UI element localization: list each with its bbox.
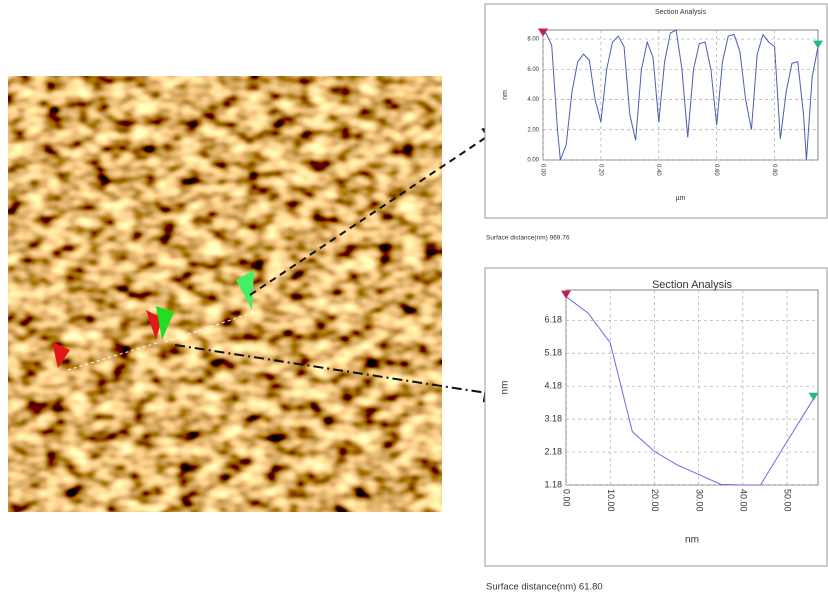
afm-image [8, 76, 442, 512]
annotation: Surface distance(nm) 969.76 [486, 235, 570, 242]
x-tick-label: 30.00 [694, 489, 704, 512]
y-tick-label: 3.18 [544, 413, 562, 423]
cursor-marker [813, 40, 823, 49]
y-axis-label: nm [500, 381, 511, 395]
chart-frame [484, 3, 828, 219]
x-axis-label: µm [676, 195, 686, 202]
x-tick-label: 10.00 [606, 489, 616, 512]
x-tick-label: 0.80 [771, 164, 777, 176]
y-tick-label: 2.18 [544, 446, 562, 456]
chart-title: Section Analysis [652, 279, 733, 291]
x-tick-label: 0.60 [713, 164, 719, 176]
y-tick-label: 4.18 [544, 381, 562, 391]
cursor-marker [538, 28, 548, 37]
y-axis-label: nm [502, 90, 509, 100]
y-tick-label: 1.18 [544, 479, 562, 489]
arrow [249, 125, 504, 296]
y-tick-label: 8.00 [527, 37, 539, 43]
cursor-marker [808, 392, 819, 401]
annotation: Surface distance(nm) 61.80 [486, 582, 603, 593]
x-axis-label: nm [685, 535, 699, 546]
chart-title: Section Analysis [655, 9, 706, 16]
x-tick-label: 0.40 [655, 164, 661, 176]
arrow [174, 344, 504, 403]
y-tick-label: 4.00 [527, 97, 539, 103]
x-tick-label: 40.00 [738, 489, 748, 512]
y-tick-label: 6.00 [527, 67, 539, 73]
x-tick-label: 0.00 [539, 164, 545, 176]
x-tick-label: 20.00 [650, 489, 660, 512]
data-line [542, 29, 819, 161]
y-tick-label: 0.00 [527, 158, 539, 164]
x-tick-label: 50.00 [783, 489, 793, 512]
chart-frame [484, 267, 828, 567]
plot-area [542, 29, 819, 161]
x-tick-label: 0.20 [597, 164, 603, 176]
y-tick-label: 6.18 [544, 315, 562, 325]
x-tick-label: 0.00 [562, 489, 572, 507]
y-tick-label: 5.18 [544, 348, 562, 358]
y-tick-label: 2.00 [527, 127, 539, 133]
cursor-marker [561, 290, 571, 299]
data-line [565, 296, 815, 486]
